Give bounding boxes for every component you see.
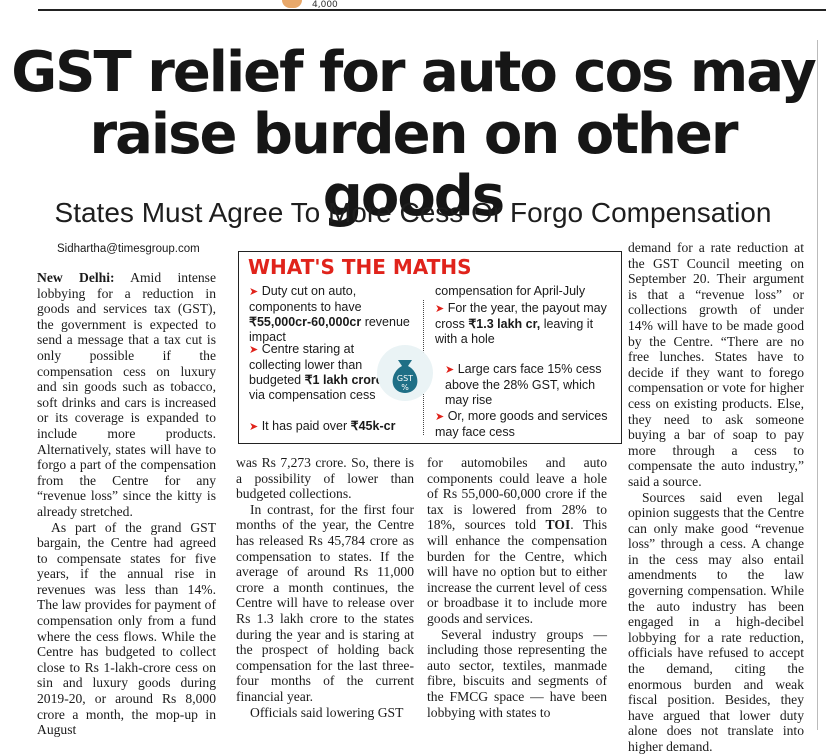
col4-para-2: Sources said even legal opinion suggests…: [628, 489, 804, 755]
col3-para-1: for automobiles and auto components coul…: [427, 455, 607, 626]
col3-para-2: Several industry groups — including thos…: [427, 626, 607, 720]
money-bag-icon: GST %: [376, 344, 434, 402]
top-rule: [38, 9, 826, 11]
toi-label: TOI: [545, 517, 571, 533]
bag-gst-label: GST: [397, 374, 413, 383]
col2-para-2: In contrast, for the first four months o…: [236, 501, 414, 704]
col4-para-1: demand for a rate reduction at the GST C…: [628, 240, 804, 489]
page-edge: [817, 40, 826, 730]
headline: GST relief for auto cos may raise burden…: [11, 40, 817, 229]
infobox-item-6: ➤ Large cars face 15% cess above the 28%…: [445, 362, 602, 407]
column-4: demand for a rate reduction at the GST C…: [628, 240, 804, 755]
col2-para-1: was Rs 7,273 crore. So, there is a possi…: [236, 455, 414, 502]
col1-para-2: As part of the grand GST bargain, the Ce…: [37, 519, 216, 738]
infobox-item-5: ➤ For the year, the payout may cross ₹1.…: [435, 301, 607, 346]
infobox-item-1: ➤ Duty cut on auto, components to have ₹…: [249, 284, 410, 344]
byline: Sidhartha@timesgroup.com: [57, 243, 200, 255]
arrow-icon: ➤: [445, 364, 455, 376]
infobox-item-4: compensation for April-July: [435, 284, 586, 298]
arrow-icon: ➤: [249, 421, 259, 433]
arrow-icon: ➤: [249, 344, 259, 356]
infobox-item-2: ➤ Centre staring at collecting lower tha…: [249, 342, 383, 402]
arrow-icon: ➤: [435, 411, 445, 423]
column-1: New Delhi: Amid intense lobbying for a r…: [37, 270, 216, 738]
image-fragment: [282, 0, 302, 8]
col1-para-1-text: Amid intense lobbying for a reduction in…: [37, 270, 216, 519]
bag-percent-label: %: [401, 383, 409, 392]
subheadline: States Must Agree To More Cess Or Forgo …: [54, 197, 772, 228]
arrow-icon: ➤: [249, 286, 259, 298]
col1-para-1: New Delhi: Amid intense lobbying for a r…: [37, 270, 216, 520]
infobox-item-3: ➤ It has paid over ₹45k-cr: [249, 419, 396, 433]
top-strip: 4,000: [0, 0, 826, 14]
column-3: for automobiles and auto components coul…: [427, 455, 607, 720]
dateline: New Delhi:: [37, 270, 115, 285]
arrow-icon: ➤: [435, 303, 445, 315]
infobox-item-7: ➤ Or, more goods and services may face c…: [435, 409, 608, 439]
col2-para-3: Officials said lowering GST: [250, 704, 404, 720]
top-fragment-text: 4,000: [312, 0, 338, 10]
infobox-title: WHAT'S THE MATHS: [248, 255, 472, 279]
column-2: was Rs 7,273 crore. So, there is a possi…: [236, 455, 414, 720]
whats-the-maths-box: WHAT'S THE MATHS ➤ Duty cut on auto, com…: [238, 251, 622, 444]
